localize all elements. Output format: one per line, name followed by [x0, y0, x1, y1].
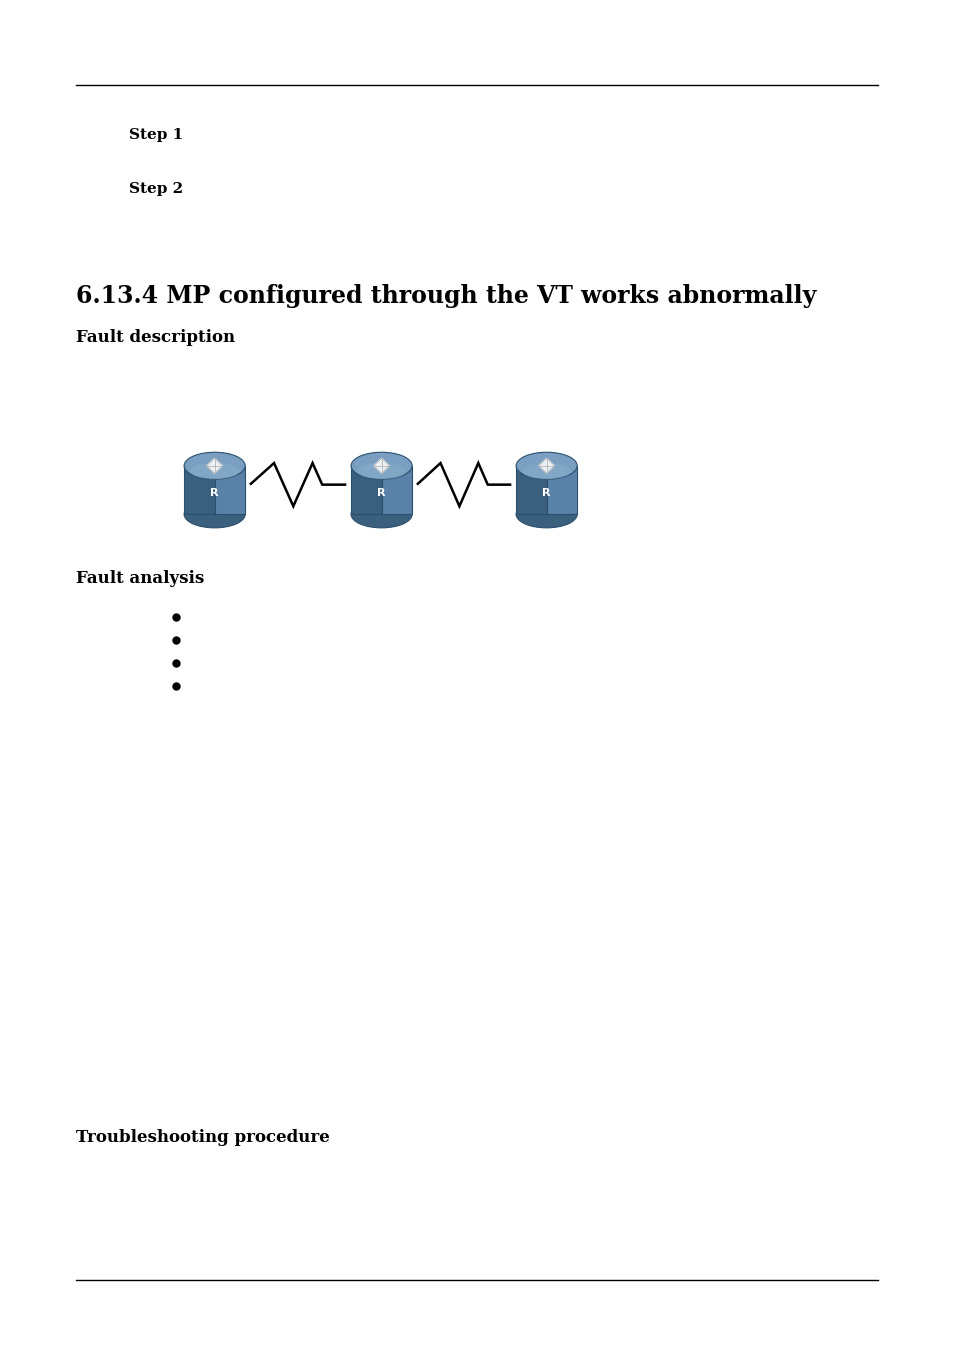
- Ellipse shape: [521, 463, 571, 479]
- Ellipse shape: [356, 463, 406, 479]
- Polygon shape: [214, 466, 245, 514]
- Text: R: R: [377, 487, 385, 498]
- Ellipse shape: [516, 501, 577, 528]
- Polygon shape: [516, 466, 546, 514]
- Text: Fault analysis: Fault analysis: [76, 570, 204, 587]
- Ellipse shape: [184, 452, 245, 479]
- Polygon shape: [546, 466, 577, 514]
- Text: R: R: [542, 487, 550, 498]
- Text: Step 1: Step 1: [129, 128, 183, 142]
- Polygon shape: [184, 466, 214, 514]
- Polygon shape: [381, 466, 412, 514]
- Ellipse shape: [351, 501, 412, 528]
- Polygon shape: [207, 459, 222, 472]
- Ellipse shape: [351, 452, 412, 479]
- Text: Step 2: Step 2: [129, 182, 183, 196]
- Text: Troubleshooting procedure: Troubleshooting procedure: [76, 1129, 330, 1146]
- Polygon shape: [374, 459, 389, 472]
- Text: 6.13.4 MP configured through the VT works abnormally: 6.13.4 MP configured through the VT work…: [76, 284, 816, 308]
- Ellipse shape: [516, 452, 577, 479]
- Polygon shape: [351, 466, 381, 514]
- Text: R: R: [211, 487, 218, 498]
- Ellipse shape: [184, 501, 245, 528]
- Ellipse shape: [190, 463, 239, 479]
- Text: Fault description: Fault description: [76, 329, 235, 347]
- Polygon shape: [538, 459, 554, 472]
